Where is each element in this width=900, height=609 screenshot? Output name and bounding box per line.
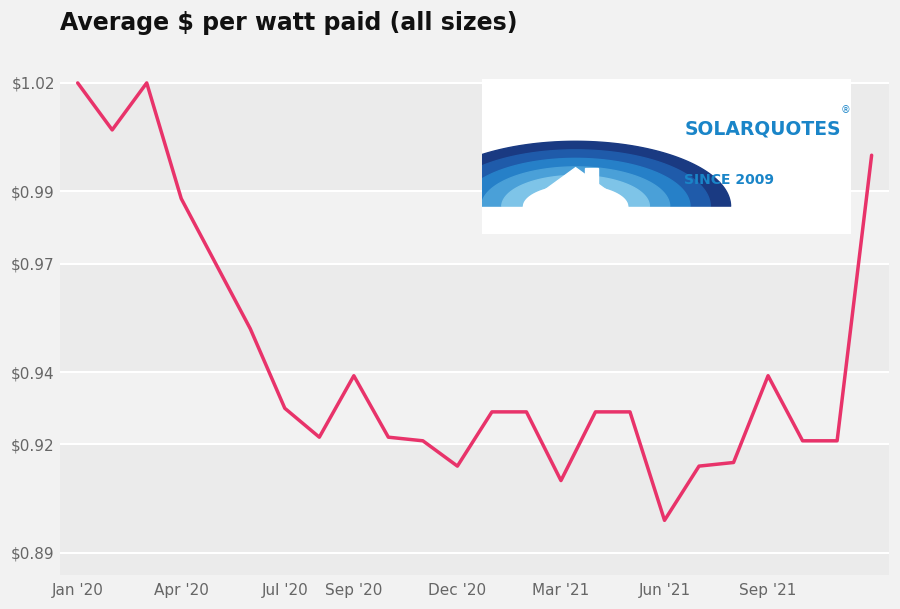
Text: SINCE 2009: SINCE 2009 — [685, 173, 774, 187]
Bar — [60, 445, 889, 553]
Text: Average $ per watt paid (all sizes): Average $ per watt paid (all sizes) — [60, 11, 518, 35]
Bar — [60, 553, 889, 574]
Polygon shape — [535, 167, 617, 197]
Polygon shape — [441, 150, 710, 206]
Bar — [60, 372, 889, 445]
Bar — [60, 264, 889, 372]
Polygon shape — [502, 175, 650, 206]
Polygon shape — [482, 167, 670, 206]
Bar — [60, 47, 889, 83]
Bar — [60, 83, 889, 191]
Polygon shape — [585, 167, 598, 185]
Bar — [60, 191, 889, 264]
Polygon shape — [420, 141, 731, 206]
Text: ®: ® — [841, 105, 850, 115]
Polygon shape — [420, 206, 731, 234]
Polygon shape — [547, 197, 604, 219]
Text: SOLARQUOTES: SOLARQUOTES — [685, 119, 841, 138]
Polygon shape — [461, 158, 690, 206]
